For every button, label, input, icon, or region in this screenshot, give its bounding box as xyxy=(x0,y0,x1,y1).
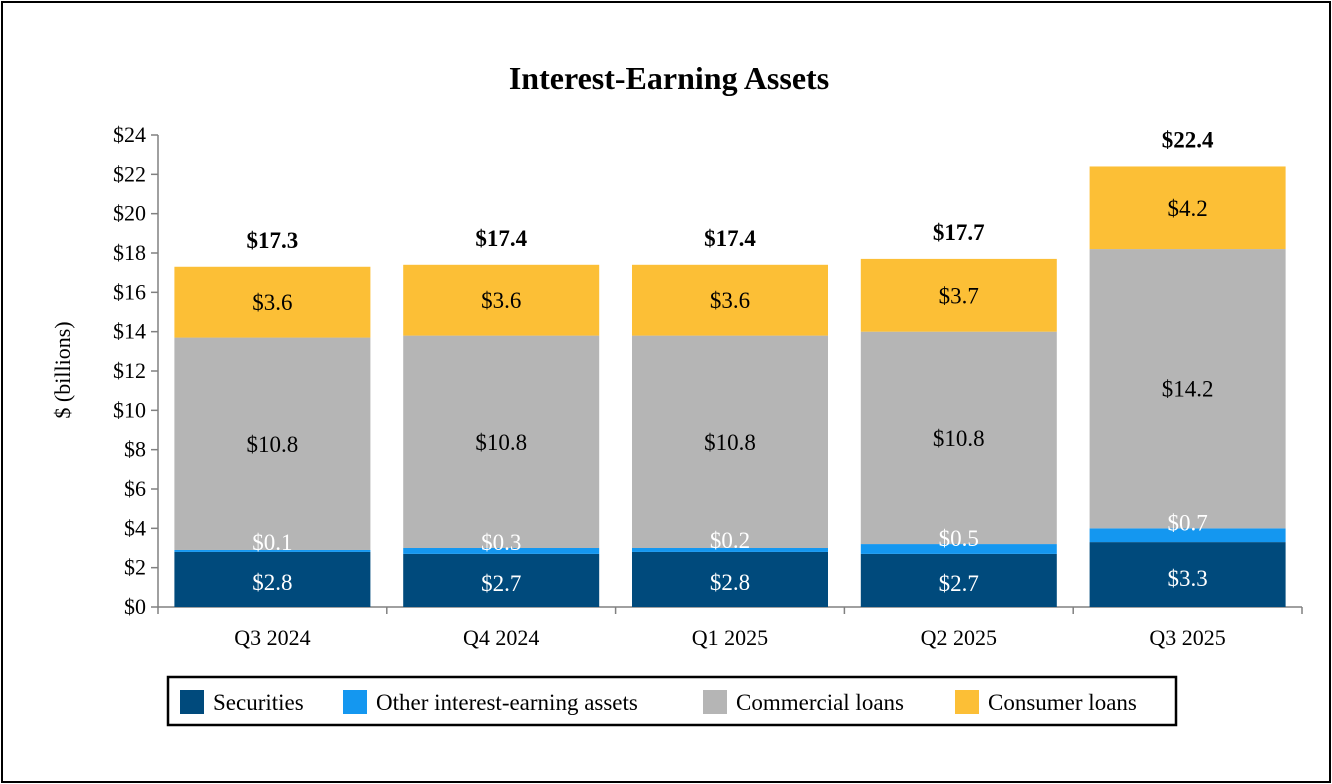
data-label: $0.3 xyxy=(481,530,521,555)
data-label: $2.8 xyxy=(710,570,750,595)
bar-segment-other-interest-earning-assets xyxy=(403,548,600,554)
y-tick-label: $22 xyxy=(113,161,146,186)
legend-label: Commercial loans xyxy=(736,690,904,715)
bars: $2.8 $0.1 $10.8 $3.6 $17.3 Q3 2024 $2.7 $0.3 $10… xyxy=(174,127,1286,650)
x-tick-label: Q3 2024 xyxy=(234,625,310,650)
y-tick-label: $14 xyxy=(113,319,146,344)
bar-segment-consumer-loans xyxy=(403,264,600,336)
bar-segment-commercial-loans xyxy=(174,337,371,550)
legend: Securities Other interest-earning assets C… xyxy=(166,675,1178,727)
y-tick-label: $10 xyxy=(113,397,146,422)
total-label: $17.4 xyxy=(704,226,756,251)
data-label: $3.6 xyxy=(481,288,521,313)
bar-segment-consumer-loans xyxy=(860,258,1057,332)
legend-label: Consumer loans xyxy=(988,690,1137,715)
y-tick-label: $18 xyxy=(113,240,146,265)
legend-label: Securities xyxy=(213,690,304,715)
total-label: $17.3 xyxy=(247,228,299,253)
y-tick-label: $16 xyxy=(113,279,146,304)
y-tick-label: $0 xyxy=(124,594,146,619)
x-tick-label: Q2 2025 xyxy=(921,625,997,650)
bar-segment-securities xyxy=(403,553,600,607)
data-label: $10.8 xyxy=(475,430,527,455)
total-label: $17.4 xyxy=(475,226,527,251)
x-tick-label: Q3 2025 xyxy=(1149,625,1225,650)
legend-label: Other interest-earning assets xyxy=(376,690,638,715)
bar-segment-consumer-loans xyxy=(1089,166,1286,250)
data-label: $3.3 xyxy=(1167,566,1207,591)
bar-segment-other-interest-earning-assets xyxy=(632,548,828,552)
legend-swatch xyxy=(955,690,979,714)
bar-segment-commercial-loans xyxy=(403,335,600,548)
data-label: $3.6 xyxy=(710,288,750,313)
bar-segment-consumer-loans xyxy=(174,266,371,338)
y-tick-label: $6 xyxy=(124,476,146,501)
y-tick-label: $8 xyxy=(124,437,146,462)
chart-title: Interest-Earning Assets xyxy=(509,60,829,96)
data-label: $14.2 xyxy=(1162,377,1214,402)
bar-segment-commercial-loans xyxy=(860,331,1057,545)
y-axis-label: $ (billions) xyxy=(50,321,75,418)
x-tick-label: Q1 2025 xyxy=(692,625,768,650)
y-tick-label: $12 xyxy=(113,358,146,383)
data-label: $2.8 xyxy=(252,570,292,595)
y-tick-label: $24 xyxy=(113,122,146,147)
data-label: $2.7 xyxy=(939,571,979,596)
data-label: $3.7 xyxy=(939,283,979,308)
total-label: $22.4 xyxy=(1162,127,1214,152)
bar-segment-other-interest-earning-assets xyxy=(174,549,371,552)
y-tick-label: $20 xyxy=(113,201,146,226)
bar-segment-securities xyxy=(632,551,828,607)
bar-segment-securities xyxy=(1089,542,1286,607)
total-label: $17.7 xyxy=(933,220,985,245)
data-label: $2.7 xyxy=(481,571,521,596)
bar-segment-other-interest-earning-assets xyxy=(1089,528,1286,543)
y-tick-label: $4 xyxy=(124,515,146,540)
bar-segment-commercial-loans xyxy=(632,335,828,548)
x-tick-label: Q4 2024 xyxy=(463,625,539,650)
data-label: $10.8 xyxy=(704,430,756,455)
y-tick-label: $2 xyxy=(124,555,146,580)
legend-swatch xyxy=(703,690,727,714)
bar-segment-securities xyxy=(860,553,1057,607)
bar-segment-securities xyxy=(174,551,371,607)
legend-swatch xyxy=(180,690,204,714)
data-label: $10.8 xyxy=(933,426,985,451)
data-label: $0.1 xyxy=(252,530,292,555)
legend-swatch xyxy=(343,690,367,714)
data-label: $0.5 xyxy=(939,526,979,551)
data-label: $0.7 xyxy=(1167,510,1207,535)
data-label: $0.2 xyxy=(710,528,750,553)
bar-segment-commercial-loans xyxy=(1089,249,1286,529)
bar-segment-other-interest-earning-assets xyxy=(860,544,1057,554)
data-label: $3.6 xyxy=(252,290,292,315)
legend-box xyxy=(166,675,1178,727)
data-label: $4.2 xyxy=(1167,196,1207,221)
bar-segment-consumer-loans xyxy=(632,264,828,336)
data-label: $10.8 xyxy=(247,432,299,457)
